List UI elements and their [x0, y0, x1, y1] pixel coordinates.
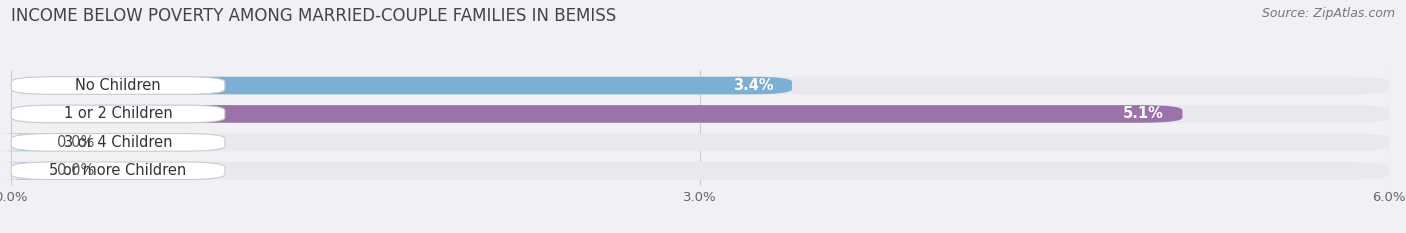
FancyBboxPatch shape: [11, 77, 1389, 94]
Text: No Children: No Children: [76, 78, 160, 93]
Text: 5 or more Children: 5 or more Children: [49, 163, 187, 178]
FancyBboxPatch shape: [11, 162, 225, 180]
Text: 0.0%: 0.0%: [58, 135, 94, 150]
FancyBboxPatch shape: [11, 105, 1389, 123]
Text: 1 or 2 Children: 1 or 2 Children: [63, 106, 173, 121]
FancyBboxPatch shape: [0, 134, 52, 151]
FancyBboxPatch shape: [11, 77, 792, 94]
Text: 5.1%: 5.1%: [1123, 106, 1164, 121]
FancyBboxPatch shape: [11, 162, 1389, 180]
FancyBboxPatch shape: [11, 134, 1389, 151]
Text: 3 or 4 Children: 3 or 4 Children: [63, 135, 173, 150]
Text: INCOME BELOW POVERTY AMONG MARRIED-COUPLE FAMILIES IN BEMISS: INCOME BELOW POVERTY AMONG MARRIED-COUPL…: [11, 7, 616, 25]
FancyBboxPatch shape: [11, 105, 1182, 123]
Text: 0.0%: 0.0%: [58, 163, 94, 178]
FancyBboxPatch shape: [11, 134, 225, 151]
FancyBboxPatch shape: [11, 105, 225, 123]
Text: 3.4%: 3.4%: [733, 78, 773, 93]
FancyBboxPatch shape: [11, 77, 225, 94]
FancyBboxPatch shape: [0, 162, 52, 180]
Text: Source: ZipAtlas.com: Source: ZipAtlas.com: [1261, 7, 1395, 20]
